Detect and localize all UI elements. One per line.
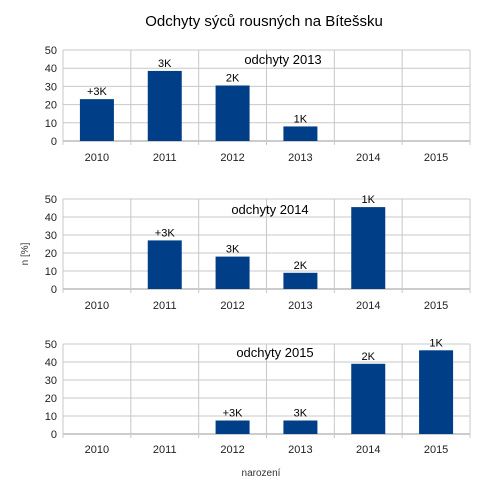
x-tick-label: 2012 <box>220 152 244 164</box>
panel-3: 0 10 20 30 40 50 2010 2011 +3K 2012 3K 2013 2K 2014 1K… <box>45 337 471 456</box>
x-tick-label: 2010 <box>85 152 109 164</box>
panel-title: odchyty 2015 <box>236 345 313 360</box>
x-tick-label: 2014 <box>356 300 380 312</box>
y-tick-label: 0 <box>51 136 57 148</box>
data-label: +3K <box>223 408 244 420</box>
y-tick-label: 20 <box>45 393 57 405</box>
x-tick-label: 2013 <box>288 152 312 164</box>
chart-title: Odchyty sýců rousných na Bítešsku <box>145 13 383 30</box>
data-label: 2K <box>362 351 376 363</box>
panel-2: 0 10 20 30 40 50 2010 +3K 2011 3K 2012 2K 2013 1K 2014… <box>45 194 471 312</box>
y-tick-label: 50 <box>45 45 57 57</box>
bar-2011 <box>147 240 182 289</box>
x-tick-label: 2011 <box>153 300 177 312</box>
bar-2010 <box>79 99 114 141</box>
y-axis-label: n [%] <box>20 242 31 265</box>
bar-2012 <box>215 256 250 289</box>
y-tick-label: 20 <box>45 100 57 112</box>
bar-2013 <box>283 126 318 141</box>
panel-1: 0 10 20 30 40 50 +3K 2010 3K 2011 2K 2012 1K 2013 2014… <box>45 45 471 164</box>
y-tick-label: 50 <box>45 194 57 206</box>
x-tick-label: 2015 <box>424 300 448 312</box>
x-axis-label: narození <box>242 468 281 479</box>
y-tick-label: 30 <box>45 375 57 387</box>
data-label: +3K <box>155 227 176 239</box>
x-tick-label: 2014 <box>356 152 380 164</box>
data-label: +3K <box>87 86 108 98</box>
x-tick-label: 2012 <box>220 300 244 312</box>
x-tick-label: 2013 <box>288 444 312 456</box>
x-tick-label: 2013 <box>288 300 312 312</box>
data-label: 1K <box>294 113 308 125</box>
x-tick-label: 2010 <box>85 300 109 312</box>
x-tick-label: 2012 <box>220 444 244 456</box>
y-tick-label: 40 <box>45 63 57 75</box>
bar-2013 <box>283 272 318 289</box>
bar-2011 <box>147 70 182 141</box>
data-label: 1K <box>362 194 376 206</box>
y-tick-label: 0 <box>51 284 57 296</box>
data-label: 1K <box>429 337 443 349</box>
y-tick-label: 0 <box>51 429 57 441</box>
bar-2015 <box>419 350 454 434</box>
x-tick-label: 2015 <box>424 152 448 164</box>
bar-2012 <box>215 85 250 141</box>
x-tick-label: 2011 <box>153 152 177 164</box>
y-tick-label: 50 <box>45 339 57 351</box>
panel-title: odchyty 2013 <box>244 52 321 67</box>
bar-2014 <box>351 207 386 289</box>
bar-2014 <box>351 363 386 434</box>
y-tick-label: 10 <box>45 411 57 423</box>
y-tick-label: 10 <box>45 266 57 278</box>
x-tick-label: 2014 <box>356 444 380 456</box>
panel-title: odchyty 2014 <box>231 202 308 217</box>
data-label: 2K <box>226 72 240 84</box>
data-label: 3K <box>226 244 240 256</box>
y-tick-label: 40 <box>45 357 57 369</box>
y-tick-label: 10 <box>45 118 57 130</box>
data-label: 2K <box>294 260 308 272</box>
x-tick-label: 2011 <box>153 444 177 456</box>
bar-2012 <box>215 420 250 434</box>
x-tick-label: 2015 <box>424 444 448 456</box>
data-label: 3K <box>294 408 308 420</box>
y-tick-label: 40 <box>45 212 57 224</box>
bar-2013 <box>283 420 318 434</box>
y-tick-label: 20 <box>45 248 57 260</box>
x-tick-label: 2010 <box>85 444 109 456</box>
data-label: 3K <box>158 58 172 70</box>
y-tick-label: 30 <box>45 230 57 242</box>
y-tick-label: 30 <box>45 81 57 93</box>
